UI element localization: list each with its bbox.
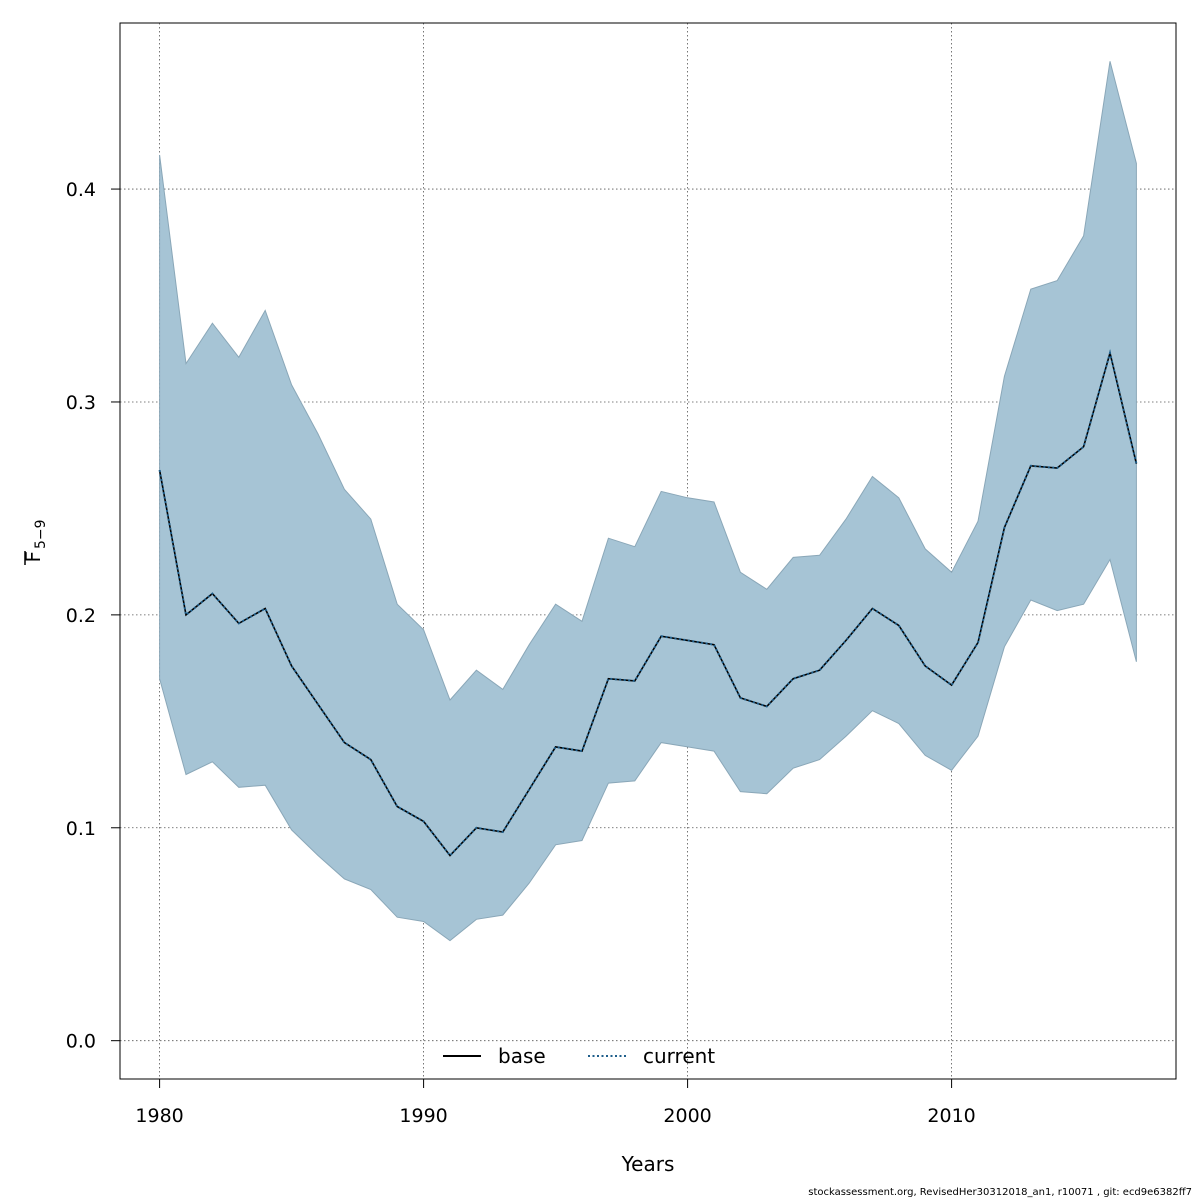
y-tick-label-0: 0.0 [66,1031,96,1053]
legend-label-base: base [498,1044,546,1068]
y-tick-label-2: 0.2 [66,605,96,627]
x-axis-title: Years [621,1152,675,1176]
footer-credit: stockassessment.org, RevisedHer30312018_… [808,1187,1192,1198]
legend: base current [443,1044,715,1068]
x-tick-label-2000: 2000 [663,1105,711,1127]
y-axis-title: F 5−9 [21,519,49,565]
y-tick-label-4: 0.4 [66,179,96,201]
x-tick-label-2010: 2010 [927,1105,975,1127]
y-tick-label-3: 0.3 [66,392,96,414]
x-tick-label-1990: 1990 [399,1105,447,1127]
x-axis: 1980 1990 2000 2010 [135,1079,976,1127]
y-tick-label-1: 0.1 [66,818,96,840]
y-axis-title-subscript: 5−9 [33,519,49,549]
svg-text:F: F [21,551,45,563]
y-axis-title-main: F [21,551,45,563]
x-tick-label-1980: 1980 [135,1105,183,1127]
confidence-band [159,61,1137,942]
y-axis: 0.0 0.1 0.2 0.3 0.4 [66,179,120,1053]
svg-text:5−9: 5−9 [33,519,49,549]
plot-frame [119,22,1177,1080]
legend-label-current: current [643,1044,715,1068]
series-lines [158,349,1138,858]
series-line-current [158,349,1138,858]
